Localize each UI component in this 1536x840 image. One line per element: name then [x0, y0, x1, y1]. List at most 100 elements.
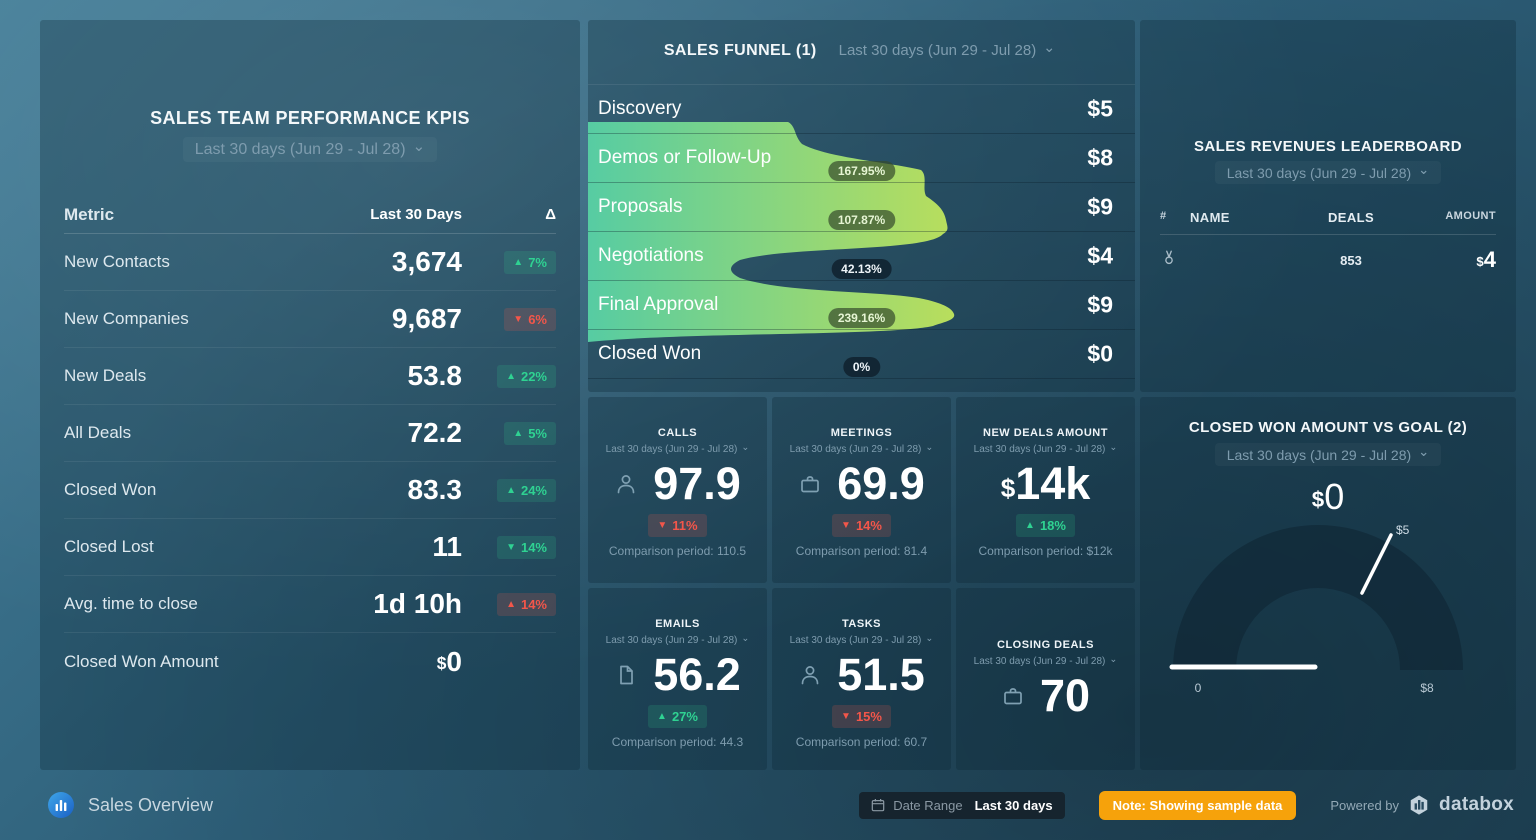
gauge-arc: [1173, 525, 1463, 670]
funnel-stage-row: Negotiations 42.13% $4: [588, 232, 1135, 281]
kpi-delta-cell: ▲ 5%: [462, 421, 556, 445]
kpi-metric-value: 11: [432, 531, 462, 562]
kpi-card-period-dropdown[interactable]: Last 30 days (Jun 29 - Jul 28): [970, 443, 1122, 456]
gauge-chart: $5 0 $8: [1169, 523, 1463, 695]
kpi-metric-label: Closed Won: [64, 480, 157, 499]
funnel-stage-row: Demos or Follow-Up 167.95% $8: [588, 134, 1135, 183]
column-header-rank: #: [1160, 210, 1167, 222]
kpi-table-row: Closed Won Amount $0: [64, 633, 556, 690]
kpi-card-delta: ▼ 14%: [832, 514, 891, 538]
period-label: Last 30 days (Jun 29 - Jul 28): [1226, 446, 1412, 463]
kpi-metric-label: All Deals: [64, 423, 132, 442]
period-label: Last 30 days (Jun 29 - Jul 28): [605, 444, 738, 455]
kpi-card: CALLS Last 30 days (Jun 29 - Jul 28) 97.…: [588, 397, 767, 583]
funnel-stage-row: Discovery $5: [588, 85, 1135, 134]
kpi-metric-label: Avg. time to close: [64, 594, 198, 613]
column-header-name: NAME: [1190, 210, 1230, 225]
kpi-card-value: $14k: [1000, 458, 1091, 509]
chevron-down-icon: [413, 140, 426, 159]
kpi-metric-value: 83.3: [407, 474, 463, 505]
delta-badge: ▼ 11%: [648, 514, 707, 538]
chevron-down-icon: [741, 444, 749, 455]
kpi-delta-cell: ▼ 14%: [462, 535, 556, 559]
kpi-delta-cell: ▲ 22%: [462, 364, 556, 388]
funnel-stage-label: Proposals: [598, 196, 683, 217]
kpi-card: TASKS Last 30 days (Jun 29 - Jul 28) 51.…: [772, 588, 951, 770]
leaderboard-period-dropdown[interactable]: Last 30 days (Jun 29 - Jul 28): [1214, 161, 1442, 184]
delta-badge: ▼ 14%: [832, 514, 891, 538]
funnel-stage-value: $8: [1087, 144, 1113, 171]
delta-badge: ▲ 7%: [504, 250, 556, 274]
kpi-card-comparison: Comparison period: 81.4: [795, 544, 928, 559]
kpi-card: MEETINGS Last 30 days (Jun 29 - Jul 28) …: [772, 397, 951, 583]
kpi-card-comparison: Comparison period: 44.3: [611, 735, 744, 750]
kpi-delta-cell: ▲ 24%: [462, 478, 556, 502]
funnel-conversion-badge: 0%: [842, 357, 881, 377]
funnel-chart: Discovery $5 Demos or Follow-Up 167.95% …: [588, 84, 1135, 379]
date-range-value: Last 30 days: [974, 797, 1053, 813]
kpi-card-period-dropdown[interactable]: Last 30 days (Jun 29 - Jul 28): [786, 634, 938, 647]
kpi-table-row: New Contacts 3,674 ▲ 7%: [64, 234, 556, 291]
kpi-metric-label: Closed Won Amount: [64, 651, 219, 671]
kpi-table-header: Metric Last 30 Days Δ: [64, 196, 556, 234]
kpi-card-period-dropdown[interactable]: Last 30 days (Jun 29 - Jul 28): [602, 634, 754, 647]
chevron-down-icon: [925, 635, 933, 646]
person-icon: [614, 472, 638, 496]
dashboard-brand: Sales Overview: [48, 792, 213, 818]
kpi-table: Metric Last 30 Days Δ New Contacts 3,674…: [64, 196, 556, 690]
kpi-card: EMAILS Last 30 days (Jun 29 - Jul 28) 56…: [588, 588, 767, 770]
right-column: SALES REVENUES LEADERBOARD Last 30 days …: [1140, 20, 1516, 770]
leaderboard-body: 853 $4: [1160, 235, 1496, 285]
date-range-button[interactable]: Date Range Last 30 days: [859, 791, 1065, 819]
kpi-card-title: EMAILS: [655, 618, 700, 630]
kpi-card-title: CLOSING DEALS: [997, 638, 1094, 651]
kpi-metric-value: 53.8: [407, 360, 463, 391]
kpi-card-delta: ▲ 27%: [648, 705, 707, 729]
delta-badge: ▼ 14%: [497, 535, 556, 559]
powered-by-databox-link[interactable]: Powered by databox: [1330, 794, 1514, 816]
gauge-period-dropdown[interactable]: Last 30 days (Jun 29 - Jul 28): [1214, 443, 1442, 466]
kpi-card-period-dropdown[interactable]: Last 30 days (Jun 29 - Jul 28): [602, 443, 754, 456]
kpi-card-period-dropdown[interactable]: Last 30 days (Jun 29 - Jul 28): [786, 443, 938, 456]
leaderboard-header: # NAME DEALS AMOUNT: [1160, 210, 1496, 235]
databox-wordmark: databox: [1439, 794, 1514, 815]
funnel-period-dropdown[interactable]: Last 30 days (Jun 29 - Jul 28): [835, 42, 1060, 59]
gauge-goal-tick: [1360, 533, 1393, 595]
delta-badge: ▲ 22%: [497, 364, 556, 388]
kpi-card-period-dropdown[interactable]: Last 30 days (Jun 29 - Jul 28): [970, 655, 1122, 668]
chevron-down-icon: [925, 444, 933, 455]
kpi-table-row: All Deals 72.2 ▲ 5%: [64, 405, 556, 462]
calendar-icon: [871, 798, 885, 812]
period-label: Last 30 days (Jun 29 - Jul 28): [973, 655, 1106, 667]
kpi-card-comparison: Comparison period: 60.7: [795, 735, 928, 750]
funnel-stage-label: Demos or Follow-Up: [598, 147, 772, 168]
dashboard-name: Sales Overview: [88, 794, 214, 815]
sample-data-note: Note: Showing sample data: [1098, 790, 1297, 820]
funnel-stage-label: Negotiations: [598, 245, 704, 266]
gauge-min-label: 0: [1195, 681, 1202, 695]
kpi-card-value: 56.2: [653, 649, 741, 700]
funnel-stage-value: $0: [1087, 340, 1113, 367]
delta-badge: ▼ 6%: [504, 307, 556, 331]
funnel-stage-row: Proposals 107.87% $9: [588, 183, 1135, 232]
kpi-table-body: New Contacts 3,674 ▲ 7% New Companies 9,6…: [64, 234, 556, 690]
funnel-stage-label: Closed Won: [598, 343, 702, 364]
gauge-max-label: $8: [1420, 681, 1434, 695]
kpi-card: NEW DEALS AMOUNT Last 30 days (Jun 29 - …: [956, 397, 1135, 583]
kpi-card: CLOSING DEALS Last 30 days (Jun 29 - Jul…: [956, 588, 1135, 770]
kpi-table-row: New Companies 9,687 ▼ 6%: [64, 291, 556, 348]
databox-logo-icon: [1408, 794, 1430, 816]
funnel-conversion-badge: 107.87%: [827, 210, 896, 230]
column-header-deals: DEALS: [1327, 210, 1375, 225]
kpi-panel-period-dropdown[interactable]: Last 30 days (Jun 29 - Jul 28): [182, 137, 438, 162]
kpi-table-row: Avg. time to close 1d 10h ▲ 14%: [64, 576, 556, 633]
kpi-card-title: MEETINGS: [830, 427, 893, 439]
funnel-title: SALES FUNNEL (1): [663, 42, 817, 59]
column-header-metric: Metric: [64, 204, 115, 224]
funnel-stage-label: Discovery: [598, 98, 682, 119]
gauge-value-number: 0: [1324, 476, 1345, 517]
kpi-metric-label: New Contacts: [64, 252, 170, 271]
briefcase-icon: [798, 472, 822, 496]
kpi-metric-value: 3,674: [391, 246, 462, 277]
chevron-down-icon: [1109, 656, 1117, 667]
